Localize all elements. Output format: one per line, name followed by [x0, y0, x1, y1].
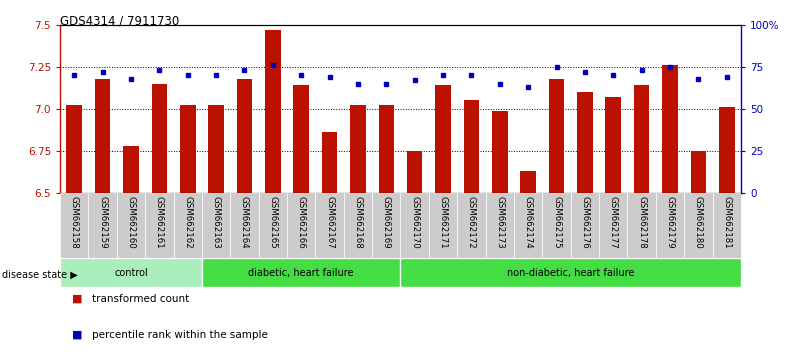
Bar — [174, 193, 202, 258]
Bar — [690, 151, 706, 193]
Text: GSM662169: GSM662169 — [382, 196, 391, 249]
Bar — [606, 97, 621, 193]
Bar — [400, 258, 741, 287]
Text: GSM662161: GSM662161 — [155, 196, 164, 249]
Text: GSM662168: GSM662168 — [353, 196, 362, 249]
Bar — [236, 79, 252, 193]
Bar — [549, 79, 565, 193]
Text: GSM662175: GSM662175 — [552, 196, 561, 249]
Bar — [457, 193, 485, 258]
Bar — [202, 258, 400, 287]
Bar — [485, 193, 514, 258]
Text: GSM662160: GSM662160 — [127, 196, 135, 249]
Bar — [372, 193, 400, 258]
Bar — [521, 171, 536, 193]
Text: GSM662158: GSM662158 — [70, 196, 78, 249]
Bar — [293, 85, 309, 193]
Bar — [492, 110, 508, 193]
Bar — [66, 105, 82, 193]
Bar — [265, 30, 280, 193]
Bar — [599, 193, 627, 258]
Text: GSM662180: GSM662180 — [694, 196, 702, 249]
Text: GSM662179: GSM662179 — [666, 196, 674, 249]
Text: ■: ■ — [72, 294, 83, 304]
Text: disease state ▶: disease state ▶ — [2, 269, 78, 279]
Bar — [208, 105, 224, 193]
Bar — [634, 85, 650, 193]
Text: GSM662165: GSM662165 — [268, 196, 277, 249]
Bar — [145, 193, 174, 258]
Bar — [231, 193, 259, 258]
Bar — [117, 193, 145, 258]
Bar — [88, 193, 117, 258]
Bar — [60, 258, 202, 287]
Bar — [577, 92, 593, 193]
Bar — [713, 193, 741, 258]
Text: GSM662166: GSM662166 — [296, 196, 306, 249]
Text: GDS4314 / 7911730: GDS4314 / 7911730 — [60, 14, 179, 27]
Bar — [344, 193, 372, 258]
Text: transformed count: transformed count — [92, 294, 189, 304]
Text: GSM662171: GSM662171 — [439, 196, 448, 249]
Text: GSM662164: GSM662164 — [240, 196, 249, 249]
Bar — [656, 193, 684, 258]
Text: GSM662176: GSM662176 — [581, 196, 590, 249]
Bar — [400, 193, 429, 258]
Text: GSM662178: GSM662178 — [637, 196, 646, 249]
Bar — [684, 193, 713, 258]
Bar — [259, 193, 287, 258]
Bar — [514, 193, 542, 258]
Bar — [180, 105, 195, 193]
Text: percentile rank within the sample: percentile rank within the sample — [92, 330, 268, 339]
Bar — [123, 146, 139, 193]
Text: GSM662170: GSM662170 — [410, 196, 419, 249]
Bar — [151, 84, 167, 193]
Bar — [662, 65, 678, 193]
Text: GSM662177: GSM662177 — [609, 196, 618, 249]
Bar — [316, 193, 344, 258]
Bar — [719, 107, 735, 193]
Text: ■: ■ — [72, 330, 83, 339]
Bar — [435, 85, 451, 193]
Text: GSM662174: GSM662174 — [524, 196, 533, 249]
Bar — [287, 193, 316, 258]
Bar — [322, 132, 337, 193]
Text: GSM662181: GSM662181 — [723, 196, 731, 249]
Text: GSM662162: GSM662162 — [183, 196, 192, 249]
Bar — [464, 101, 479, 193]
Text: diabetic, heart failure: diabetic, heart failure — [248, 268, 354, 278]
Bar — [350, 105, 366, 193]
Text: GSM662163: GSM662163 — [211, 196, 220, 249]
Bar — [542, 193, 570, 258]
Bar — [95, 79, 111, 193]
Bar — [627, 193, 656, 258]
Text: control: control — [114, 268, 148, 278]
Bar — [60, 193, 88, 258]
Text: non-diabetic, heart failure: non-diabetic, heart failure — [507, 268, 634, 278]
Text: GSM662173: GSM662173 — [495, 196, 505, 249]
Bar — [407, 151, 422, 193]
Bar — [429, 193, 457, 258]
Text: GSM662167: GSM662167 — [325, 196, 334, 249]
Text: GSM662159: GSM662159 — [99, 196, 107, 249]
Bar — [379, 105, 394, 193]
Text: GSM662172: GSM662172 — [467, 196, 476, 249]
Bar — [570, 193, 599, 258]
Bar — [202, 193, 231, 258]
